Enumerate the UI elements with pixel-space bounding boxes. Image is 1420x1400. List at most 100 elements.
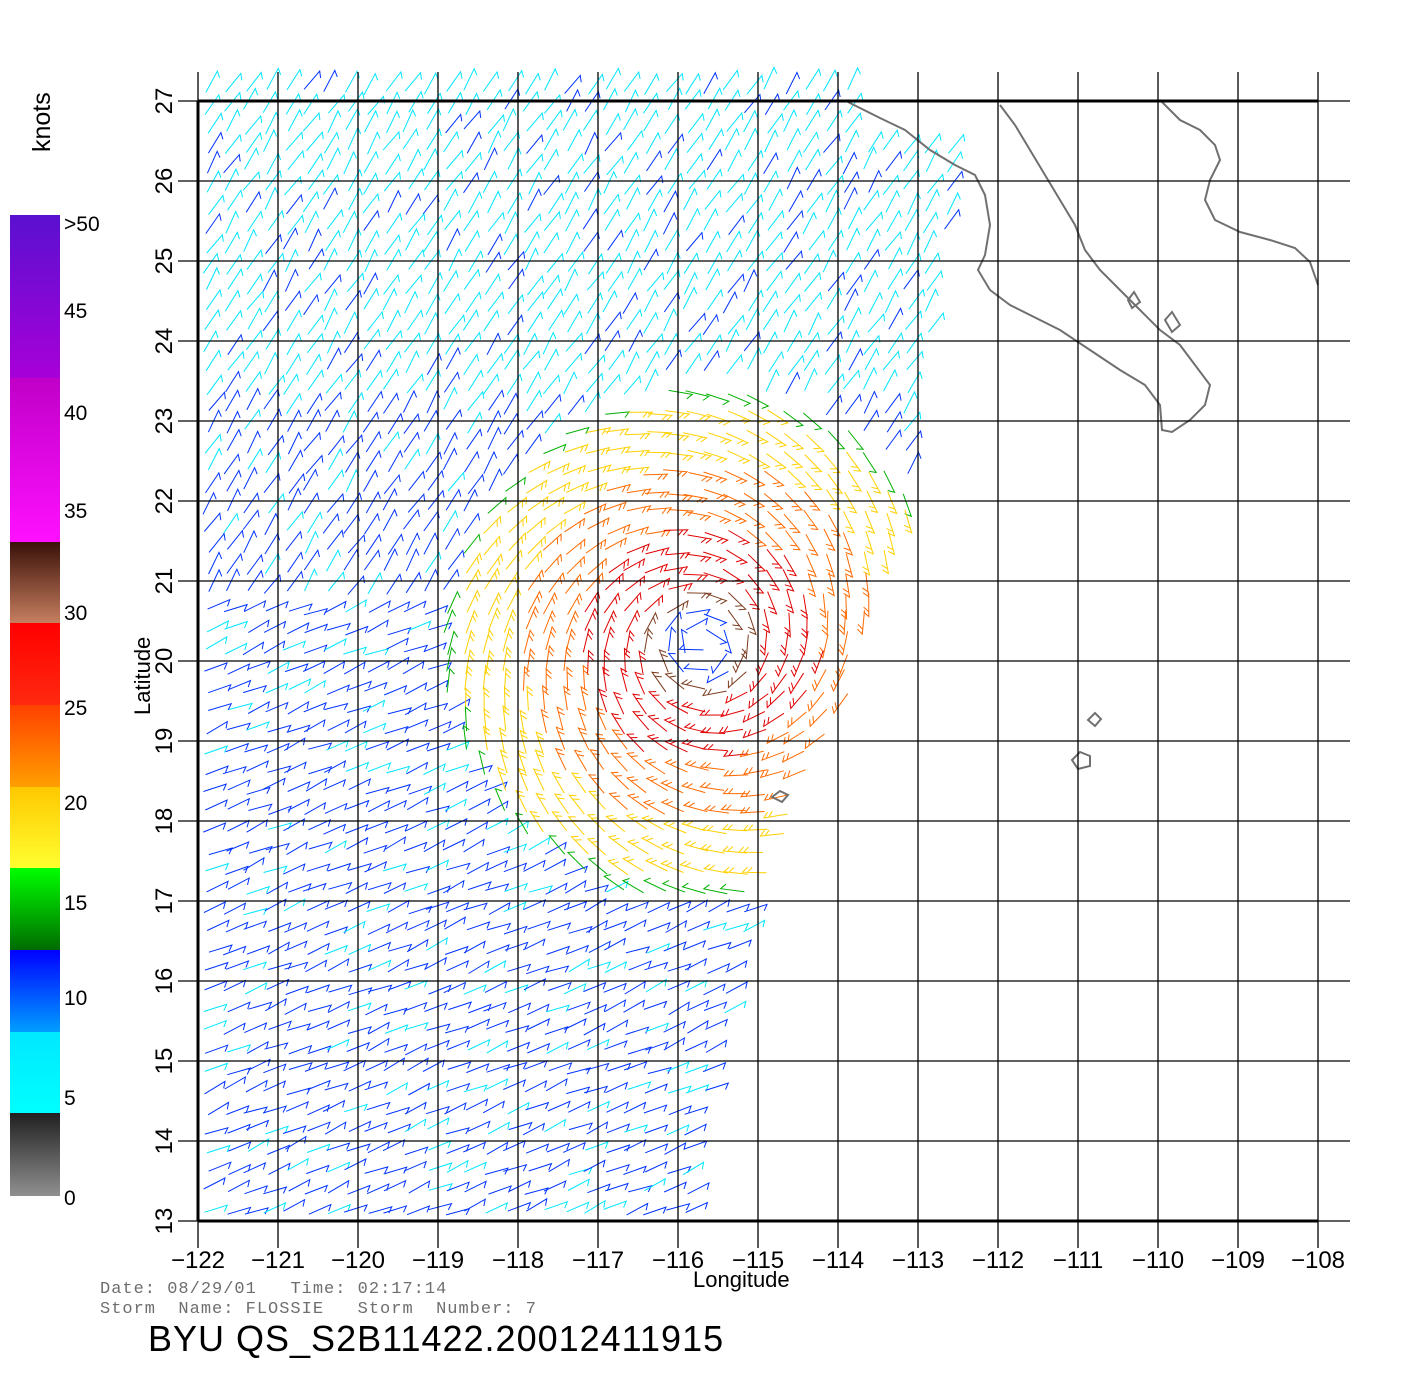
- wind-barb: [464, 1180, 487, 1193]
- wind-barb: [503, 412, 520, 435]
- wind-barb: [244, 114, 263, 135]
- wind-barb: [766, 270, 783, 291]
- wind-barb: [686, 608, 711, 616]
- wind-barb: [446, 646, 457, 672]
- wind-barb: [664, 432, 690, 442]
- wind-barb: [405, 227, 420, 251]
- wind-barb: [783, 410, 805, 428]
- wind-barb: [642, 877, 667, 892]
- wind-barb: [882, 350, 900, 371]
- wind-barb: [725, 328, 740, 352]
- colorbar: [10, 215, 60, 1196]
- wind-barb: [564, 352, 583, 373]
- wind-barb: [363, 172, 379, 195]
- y-axis-label: Latitude: [130, 636, 155, 715]
- wind-barb: [522, 938, 546, 951]
- wind-barb: [387, 412, 404, 435]
- wind-barb: [346, 799, 370, 810]
- wind-barb: [842, 532, 854, 556]
- wind-barb: [762, 290, 779, 312]
- wind-barb: [627, 267, 643, 290]
- wind-barb: [806, 434, 825, 453]
- wind-barb: [506, 373, 523, 395]
- wind-barb: [827, 229, 844, 251]
- wind-barb: [528, 171, 543, 195]
- wind-barb: [325, 229, 341, 252]
- wind-barb: [463, 533, 481, 554]
- wind-barb: [485, 1201, 509, 1214]
- colorbar-segment: [10, 705, 60, 788]
- wind-barb: [365, 1003, 388, 1016]
- y-tick-label: 24: [151, 328, 178, 355]
- wind-barb: [326, 146, 341, 170]
- wind-barb: [763, 151, 779, 174]
- wind-barb: [383, 473, 401, 495]
- wind-barb: [944, 208, 961, 230]
- wind-barb: [465, 1098, 489, 1111]
- wind-barb: [842, 151, 858, 175]
- wind-barb: [387, 656, 410, 671]
- wind-barb: [383, 547, 398, 571]
- wind-barb: [223, 945, 247, 956]
- wind-barb: [262, 90, 278, 113]
- wind-barb: [467, 861, 490, 875]
- wind-barb: [624, 919, 647, 932]
- wind-barb: [306, 353, 322, 376]
- wind-barb: [680, 679, 706, 690]
- island-4: [1126, 290, 1142, 310]
- wind-barb: [564, 74, 582, 94]
- wind-barb: [496, 766, 507, 791]
- colorbar-unit-label: knots: [28, 92, 56, 152]
- wind-barb: [246, 1119, 270, 1130]
- wind-barb: [306, 392, 323, 415]
- wind-barb: [517, 767, 529, 791]
- wind-barb: [903, 133, 921, 155]
- wind-barb: [705, 1039, 728, 1053]
- wind-barb: [864, 347, 880, 371]
- wind-barb: [382, 508, 398, 532]
- wind-barb: [506, 1041, 531, 1052]
- wind-barb: [267, 1144, 291, 1155]
- wind-barb: [386, 765, 411, 774]
- wind-barb: [804, 367, 818, 391]
- wind-barb: [585, 897, 607, 912]
- wind-barb: [686, 231, 704, 252]
- wind-barb: [624, 212, 641, 234]
- wind-barb: [522, 90, 540, 112]
- wind-barb: [882, 129, 900, 150]
- wind-barb: [266, 978, 290, 990]
- wind-barb: [406, 1205, 431, 1216]
- wind-barb: [386, 783, 412, 792]
- wind-barb: [847, 306, 862, 330]
- storm-line: Storm Name: FLOSSIE Storm Number: 7: [100, 1300, 537, 1319]
- wind-barb: [243, 920, 268, 930]
- wind-barb: [886, 209, 902, 232]
- wind-barb: [644, 563, 669, 574]
- wind-barb: [444, 798, 467, 812]
- wind-barb: [445, 332, 461, 355]
- wind-barb: [863, 390, 878, 414]
- wind-barb: [667, 87, 683, 110]
- wind-barb: [863, 146, 877, 170]
- wind-barb: [743, 331, 761, 352]
- wind-barb: [647, 1066, 672, 1075]
- wind-barb: [406, 373, 424, 394]
- wind-barb: [328, 447, 344, 471]
- wind-barb: [727, 249, 743, 272]
- wind-barb: [268, 1162, 291, 1175]
- wind-barb: [442, 509, 459, 532]
- wind-barb: [303, 69, 322, 90]
- wind-barb: [428, 984, 452, 995]
- wind-barb: [243, 1106, 268, 1114]
- wind-barb: [587, 291, 603, 314]
- wind-barb: [286, 392, 302, 415]
- wind-barb: [703, 572, 728, 585]
- wind-barb: [363, 150, 379, 173]
- wind-barb: [263, 573, 282, 594]
- wind-barb: [224, 133, 242, 155]
- wind-barb: [325, 1061, 350, 1070]
- wind-barb: [739, 749, 764, 758]
- wind-barb: [244, 1022, 268, 1034]
- wind-barb: [463, 209, 480, 232]
- wind-barb: [725, 922, 750, 931]
